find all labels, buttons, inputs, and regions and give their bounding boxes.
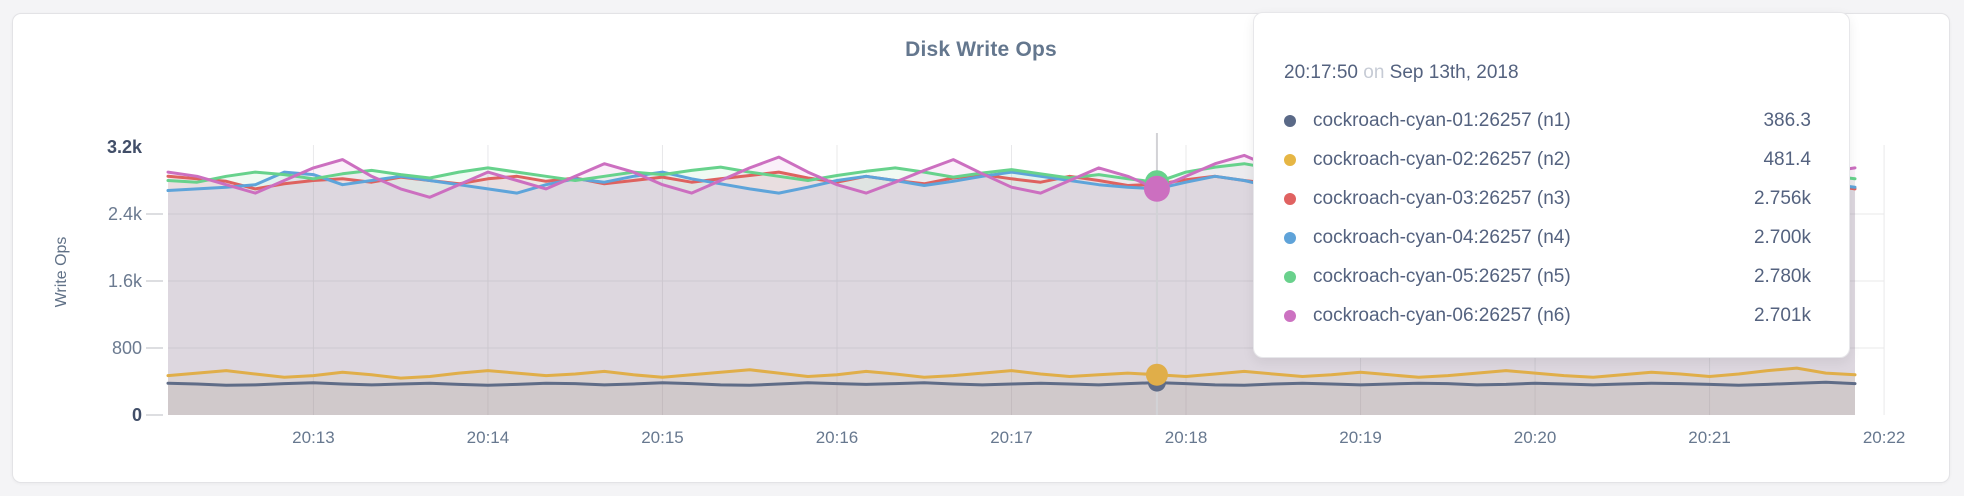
x-tick-label: 20:16 [816, 428, 859, 447]
series-label: cockroach-cyan-05:26257 (n5) [1313, 265, 1571, 287]
tooltip-time: 20:17:50 [1284, 62, 1358, 83]
tooltip-row-n3: cockroach-cyan-03:26257 (n3) 2.756k [1284, 179, 1811, 218]
series-value: 481.4 [1763, 148, 1811, 170]
series-dot-n5-icon [1284, 270, 1296, 283]
x-tick-label: 20:17 [990, 428, 1033, 447]
series-value: 2.780k [1753, 265, 1811, 287]
x-tick-label: 20:18 [1165, 428, 1208, 447]
chart-title: Disk Write Ops [905, 38, 1057, 61]
tooltip-date: Sep 13th, 2018 [1389, 62, 1519, 83]
series-dot-n2-icon [1284, 153, 1296, 166]
hover-dot [1145, 363, 1168, 386]
series-value: 386.3 [1763, 109, 1811, 131]
x-tick-label: 20:13 [292, 428, 335, 447]
series-label: cockroach-cyan-03:26257 (n3) [1313, 187, 1571, 209]
chart-tooltip: 20:17:50 on Sep 13th, 2018 cockroach-cya… [1253, 12, 1850, 358]
series-label: cockroach-cyan-04:26257 (n4) [1313, 226, 1571, 248]
series-value: 2.756k [1753, 187, 1811, 209]
tooltip-timestamp: 20:17:50 on Sep 13th, 2018 [1284, 61, 1811, 85]
series-label: cockroach-cyan-02:26257 (n2) [1313, 148, 1571, 170]
series-value: 2.700k [1753, 226, 1811, 248]
tooltip-connector: on [1363, 62, 1385, 83]
series-dot-n4-icon [1284, 231, 1296, 244]
x-tick-label: 20:15 [641, 428, 684, 447]
x-tick-label: 20:14 [467, 428, 510, 447]
x-tick-label: 20:22 [1863, 428, 1906, 447]
y-tick-label: 0 [132, 405, 142, 425]
series-value: 2.701k [1753, 304, 1811, 326]
series-label: cockroach-cyan-01:26257 (n1) [1313, 109, 1571, 131]
y-tick-label: 2.4k [108, 204, 143, 224]
series-area-fill [168, 368, 1855, 415]
tooltip-row-n4: cockroach-cyan-04:26257 (n4) 2.700k [1284, 218, 1811, 257]
series-dot-n1-icon [1284, 114, 1296, 127]
hover-dot [1143, 175, 1170, 202]
tooltip-row-n1: cockroach-cyan-01:26257 (n1) 386.3 [1284, 101, 1811, 140]
y-tick-label: 3.2k [107, 137, 143, 157]
tooltip-row-n2: cockroach-cyan-02:26257 (n2) 481.4 [1284, 140, 1811, 179]
tooltip-row-n5: cockroach-cyan-05:26257 (n5) 2.780k [1284, 257, 1811, 296]
x-tick-label: 20:19 [1339, 428, 1382, 447]
series-dot-n6-icon [1284, 309, 1296, 322]
tooltip-row-n6: cockroach-cyan-06:26257 (n6) 2.701k [1284, 296, 1811, 335]
series-area-fill [168, 382, 1855, 415]
series-dot-n3-icon [1284, 192, 1296, 205]
y-tick-label: 1.6k [108, 271, 143, 291]
x-tick-label: 20:21 [1688, 428, 1731, 447]
series-line [166, 366, 1857, 380]
series-label: cockroach-cyan-06:26257 (n6) [1313, 304, 1571, 326]
y-axis-title: Write Ops [53, 237, 70, 308]
series-line [166, 380, 1857, 387]
y-tick-label: 800 [112, 338, 142, 358]
x-tick-label: 20:20 [1514, 428, 1557, 447]
